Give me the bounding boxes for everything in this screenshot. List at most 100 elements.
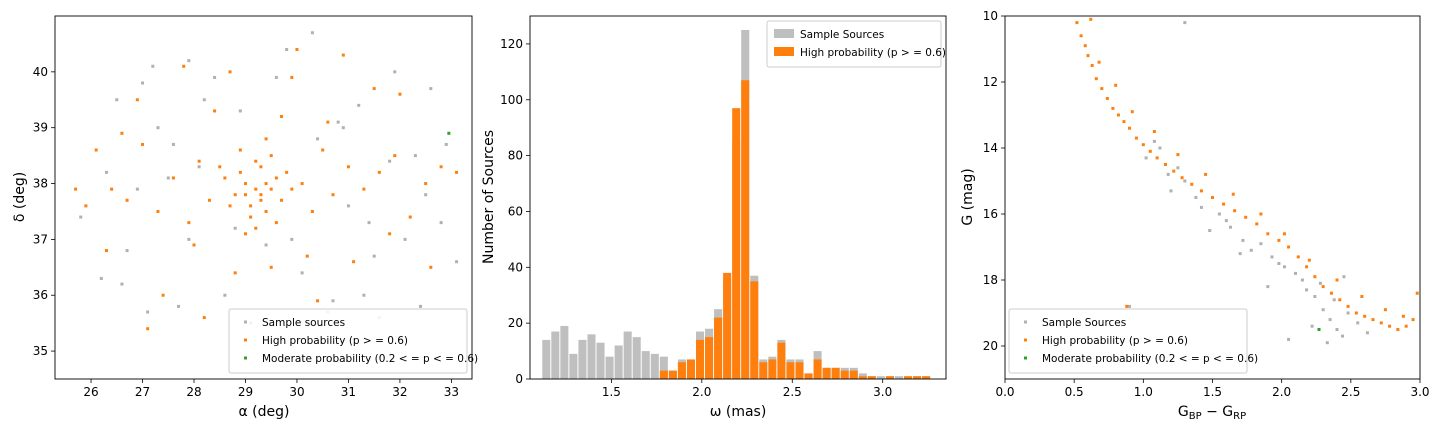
sample-point [1152, 139, 1156, 143]
high-probability-point [1354, 311, 1358, 315]
high-probability-bar [831, 367, 840, 379]
sample-point [1144, 156, 1148, 160]
high-probability-point [290, 75, 294, 79]
high-probability-point [372, 87, 376, 91]
high-probability-point [1090, 64, 1094, 67]
high-probability-point [264, 137, 268, 141]
sample-bar [569, 353, 578, 379]
high-probability-bar [668, 370, 677, 379]
high-probability-point [1287, 245, 1291, 249]
legend-box [228, 308, 468, 374]
sample-point [1294, 271, 1297, 275]
high-probability-point [264, 209, 268, 213]
high-probability-bar [695, 339, 705, 379]
sample-point [104, 170, 108, 174]
sample-point [346, 204, 350, 208]
high-probability-point [1086, 54, 1090, 58]
sample-point [388, 159, 392, 163]
legend-swatch [1024, 320, 1027, 324]
sample-point [1228, 225, 1232, 229]
sample-point [413, 154, 417, 158]
sample-bar [542, 339, 551, 379]
high-probability-point [1163, 163, 1167, 166]
high-probability-point [439, 165, 443, 169]
x-tick-label: 2.0 [1272, 385, 1291, 399]
y-tick-label: 60 [508, 204, 523, 218]
high-probability-point [156, 209, 160, 213]
legend-swatch [244, 356, 247, 360]
sample-point [1313, 295, 1317, 298]
sample-point [125, 249, 129, 253]
high-probability-bar [750, 281, 759, 379]
sky-position-xlabel: α (deg) [239, 404, 290, 420]
sample-point [1270, 255, 1274, 259]
high-probability-point [1244, 215, 1248, 219]
high-probability-bar [903, 376, 913, 379]
high-probability-bar [867, 376, 876, 379]
sample-point [362, 293, 366, 297]
high-probability-point [1321, 285, 1325, 289]
sample-point [141, 81, 145, 85]
high-probability-point [1116, 113, 1120, 117]
high-probability-point [104, 249, 108, 253]
sample-point [393, 70, 397, 74]
sample-point [187, 59, 191, 63]
sample-point [238, 109, 242, 113]
high-probability-point [1180, 176, 1184, 180]
sample-point [1128, 304, 1131, 308]
high-probability-bar [786, 362, 795, 379]
high-probability-point [1100, 87, 1104, 91]
high-probability-point [1379, 321, 1383, 325]
sky-position-plot-area: 26 27 28 29 30 31 32 33 35 36 37 38 39 40 Sample sourc… [33, 15, 478, 399]
high-probability-point [1105, 97, 1109, 100]
sample-point [135, 187, 139, 191]
high-probability-point [223, 176, 227, 180]
sample-bar [560, 325, 569, 379]
sample-point [424, 193, 428, 197]
x-tick-label: 33 [444, 385, 459, 399]
legend: Sample Sources High probability (p > = 0.… [1008, 308, 1258, 374]
high-probability-point [233, 271, 237, 275]
high-probability-point [243, 182, 247, 186]
legend-label: Sample Sources [800, 29, 884, 41]
x-tick-label: 28 [186, 385, 201, 399]
high-probability-bar [885, 376, 894, 379]
high-probability-point [1089, 17, 1093, 21]
high-probability-point [1075, 21, 1079, 25]
high-probability-point [197, 159, 201, 163]
high-probability-point [207, 198, 211, 202]
legend-swatch [244, 320, 247, 324]
high-probability-bar [822, 367, 831, 379]
high-probability-point [269, 154, 273, 158]
high-probability-point [321, 148, 325, 152]
high-probability-point [331, 193, 335, 197]
high-probability-point [146, 327, 150, 331]
x-tick-label: 30 [289, 385, 304, 399]
sample-bar [623, 331, 632, 379]
high-probability-point [269, 265, 273, 269]
sample-point [1259, 242, 1263, 246]
x-tick-label: 31 [341, 385, 356, 399]
sample-point [1217, 212, 1221, 216]
sample-bar [605, 356, 614, 379]
x-tick-label: 27 [135, 385, 150, 399]
sample-point [419, 304, 423, 308]
parallax-histogram-xlabel: ω (mas) [710, 404, 767, 420]
y-tick-label: 10 [983, 9, 998, 23]
sample-point [1266, 285, 1270, 289]
high-probability-point [233, 193, 237, 197]
y-tick-label: 37 [33, 232, 48, 246]
high-probability-point [218, 165, 222, 169]
sample-point [367, 221, 371, 225]
high-probability-point [1313, 275, 1317, 279]
high-probability-point [1111, 106, 1115, 110]
sample-point [1277, 262, 1281, 265]
high-probability-point [1335, 278, 1339, 282]
x-tick-label: 3.0 [1410, 385, 1429, 399]
high-probability-point [187, 221, 191, 225]
high-probability-point [424, 182, 428, 186]
high-probability-point [1307, 258, 1311, 262]
high-probability-point [1204, 172, 1208, 176]
high-probability-bar [777, 342, 786, 379]
sample-point [202, 98, 206, 102]
